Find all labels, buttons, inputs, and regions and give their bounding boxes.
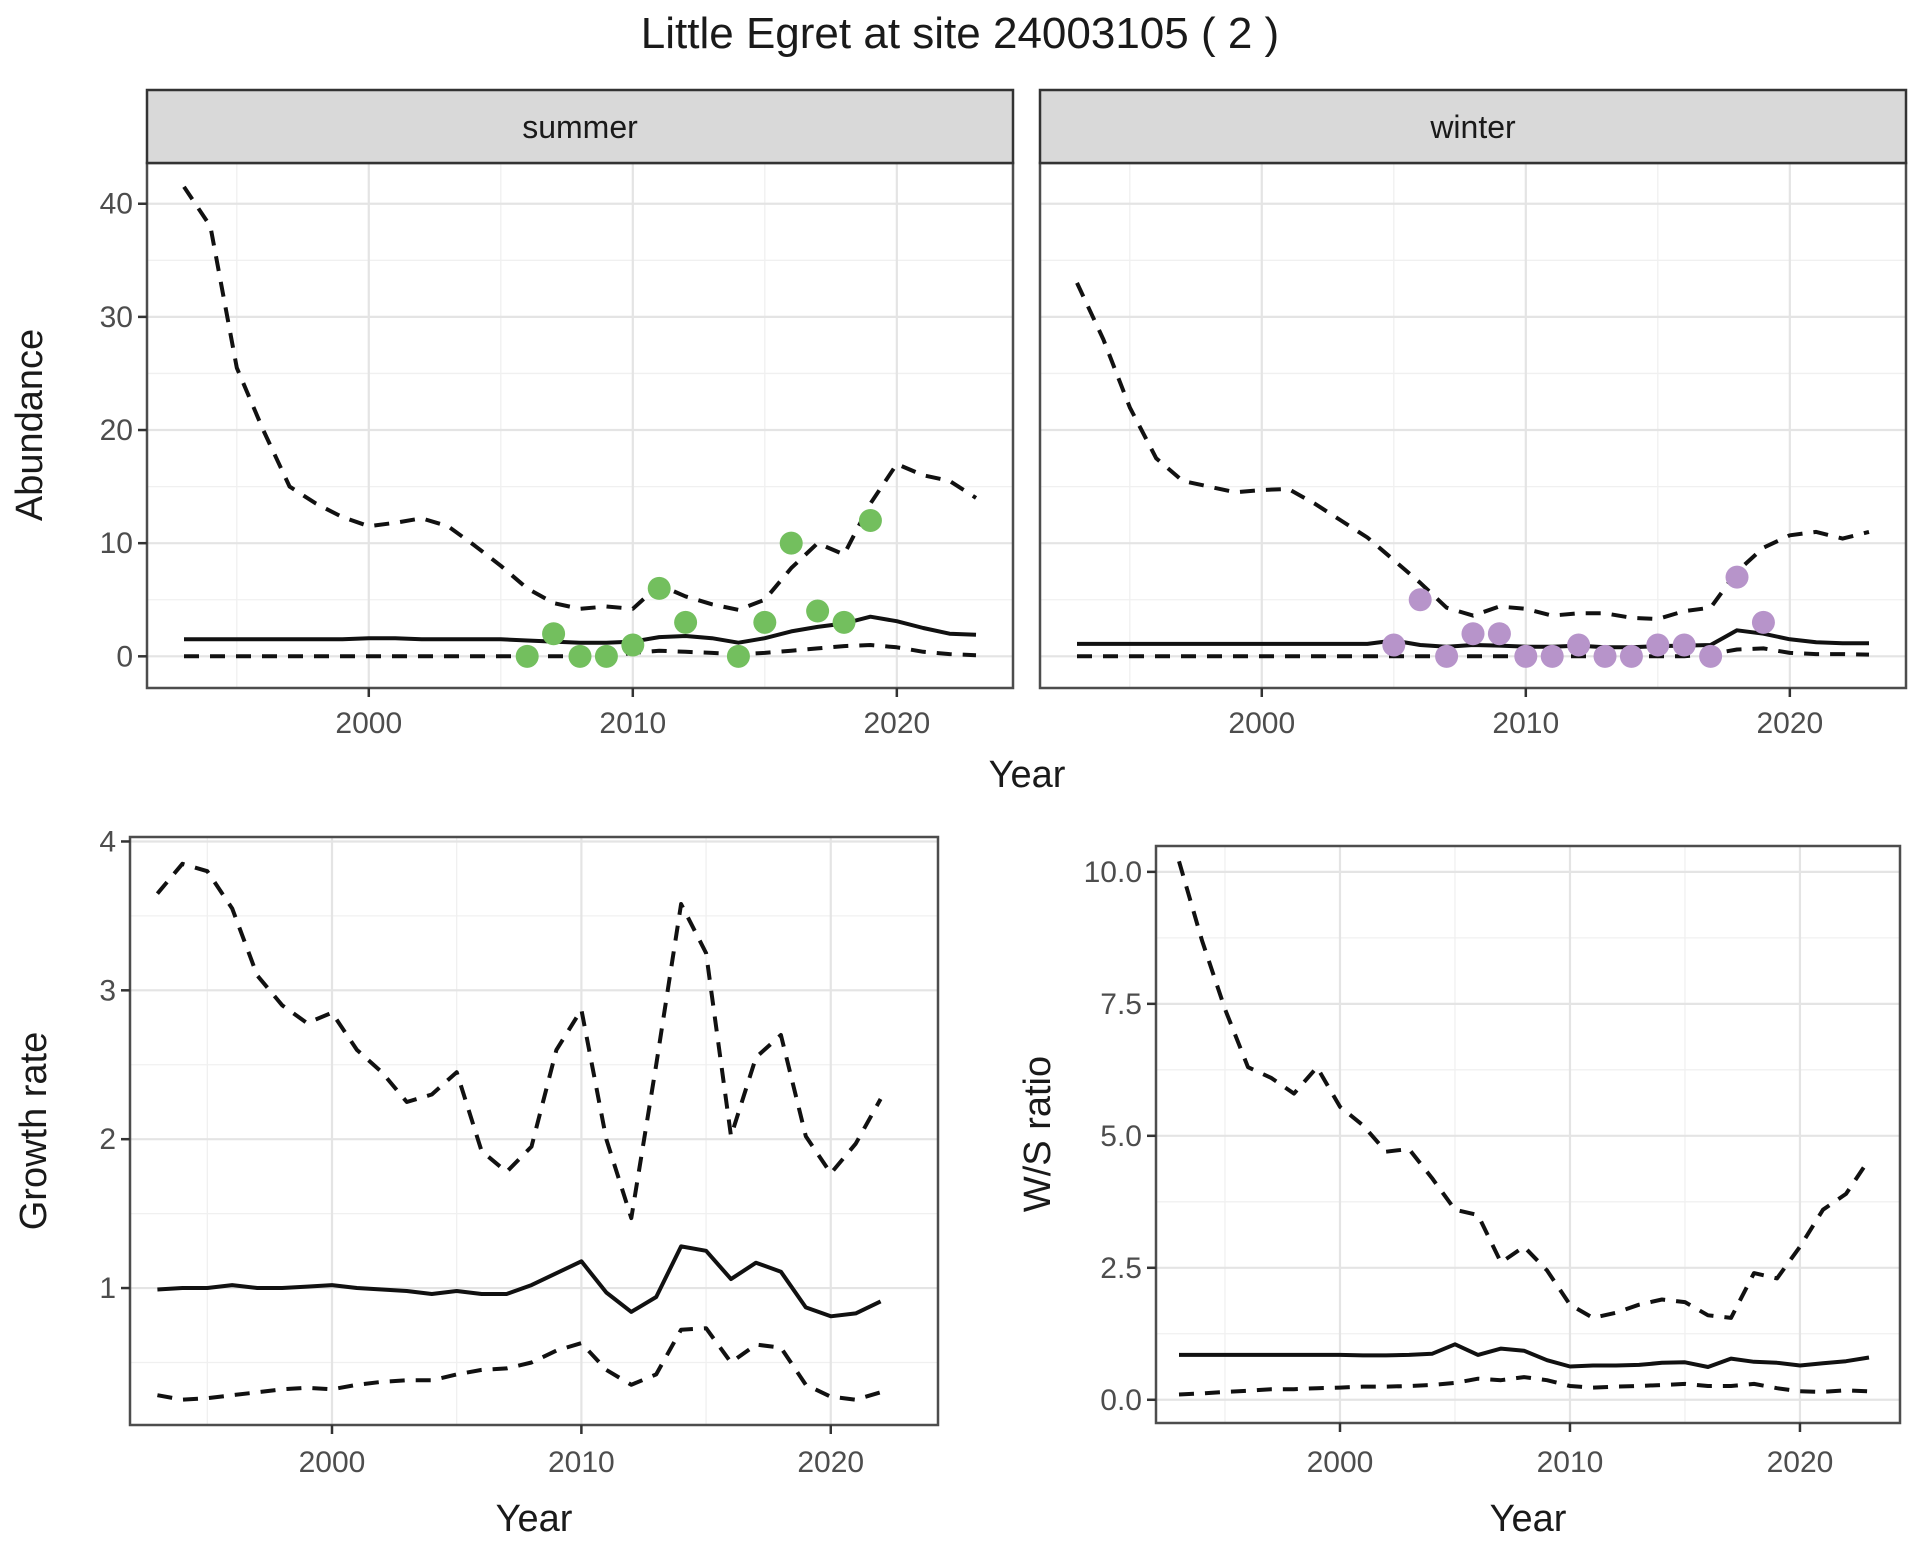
y-tick-label: 3 bbox=[99, 974, 116, 1007]
y-tick-label: 10.0 bbox=[1084, 856, 1142, 889]
abundance-summer-observed-point bbox=[779, 531, 803, 555]
x-axis-title-year-top: Year bbox=[989, 754, 1066, 796]
abundance-winter-observed-point bbox=[1461, 622, 1485, 646]
panel-background bbox=[130, 837, 938, 1425]
facet-strip-label-summer: summer bbox=[522, 109, 638, 145]
abundance-summer-observed-point bbox=[542, 622, 566, 646]
abundance-winter-observed-point bbox=[1567, 633, 1591, 657]
x-tick-label: 2000 bbox=[299, 1446, 366, 1479]
abundance-summer-observed-point bbox=[621, 633, 645, 657]
abundance-summer-observed-point bbox=[753, 610, 777, 634]
x-axis-title-year-bottom-left: Year bbox=[496, 1498, 573, 1540]
abundance-winter-upper-ci-line bbox=[1075, 282, 1870, 621]
y-tick-label: 5.0 bbox=[1100, 1120, 1142, 1153]
x-tick-label: 2020 bbox=[1756, 707, 1823, 740]
x-axis-title-year-bottom-right: Year bbox=[1490, 1498, 1567, 1540]
abundance-winter-observed-point bbox=[1751, 610, 1775, 634]
abundance-summer-observed-point bbox=[858, 509, 882, 533]
y-tick-label: 4 bbox=[99, 825, 116, 858]
chart-title: Little Egret at site 24003105 ( 2 ) bbox=[641, 9, 1279, 58]
growth-rate-lower-ci-line bbox=[157, 1326, 882, 1402]
facet-strip bbox=[1038, 88, 1908, 165]
panel-ws-ratio: 2000 2010 2020 0.0 2.5 5.0 7.5 10.0 bbox=[1084, 844, 1902, 1479]
x-tick-label: 2000 bbox=[335, 707, 402, 740]
y-tick-label: 10 bbox=[100, 527, 133, 560]
panel-background bbox=[1040, 163, 1906, 688]
y-tick-label: 7.5 bbox=[1100, 988, 1142, 1021]
y-tick-label: 2.5 bbox=[1100, 1252, 1142, 1285]
abundance-summer-observed-point bbox=[726, 644, 750, 668]
x-tick-label: 2000 bbox=[1307, 1446, 1374, 1479]
abundance-winter-observed-point bbox=[1408, 588, 1432, 612]
abundance-summer-observed-point bbox=[515, 644, 539, 668]
panel-abundance-winter: 2000 2010 2020 bbox=[1038, 88, 1908, 740]
x-tick-label: 2010 bbox=[1492, 707, 1559, 740]
y-tick-label: 20 bbox=[100, 414, 133, 447]
y-tick-label: 40 bbox=[100, 188, 133, 221]
abundance-winter-observed-point bbox=[1487, 622, 1511, 646]
x-tick-label: 2000 bbox=[1228, 707, 1295, 740]
x-tick-label: 2020 bbox=[863, 707, 930, 740]
y-axis-title-abundance: Abundance bbox=[9, 329, 51, 521]
panel-border bbox=[1154, 844, 1902, 1425]
ws-ratio-median-line bbox=[1179, 1342, 1870, 1369]
abundance-summer-observed-point bbox=[832, 610, 856, 634]
panel-background bbox=[147, 163, 1013, 688]
abundance-winter-observed-point bbox=[1435, 644, 1459, 668]
y-tick-label: 2 bbox=[99, 1123, 116, 1156]
y-axis-title-growth-rate: Growth rate bbox=[13, 1032, 55, 1231]
growth-rate-upper-ci-line bbox=[155, 861, 883, 1221]
abundance-summer-observed-point bbox=[806, 599, 830, 623]
x-tick-label: 2020 bbox=[797, 1446, 864, 1479]
abundance-winter-observed-point bbox=[1382, 633, 1406, 657]
y-tick-label: 0.0 bbox=[1100, 1384, 1142, 1417]
abundance-winter-observed-point bbox=[1540, 644, 1564, 668]
abundance-summer-observed-point bbox=[594, 644, 618, 668]
facet-strip-label-winter: winter bbox=[1429, 109, 1516, 145]
abundance-summer-observed-point bbox=[674, 610, 698, 634]
x-tick-label: 2020 bbox=[1767, 1446, 1834, 1479]
abundance-winter-observed-point bbox=[1646, 633, 1670, 657]
x-tick-label: 2010 bbox=[1537, 1446, 1604, 1479]
x-tick-label: 2010 bbox=[548, 1446, 615, 1479]
abundance-winter-observed-point bbox=[1725, 565, 1749, 589]
facet-strip bbox=[145, 88, 1015, 165]
abundance-summer-observed-point bbox=[568, 644, 592, 668]
y-tick-label: 30 bbox=[100, 301, 133, 334]
abundance-winter-observed-point bbox=[1699, 644, 1723, 668]
abundance-winter-observed-point bbox=[1619, 644, 1643, 668]
growth-rate-median-line bbox=[157, 1244, 882, 1319]
panel-border bbox=[128, 835, 940, 1427]
ws-ratio-lower-ci-line bbox=[1178, 1375, 1870, 1397]
abundance-winter-observed-point bbox=[1514, 644, 1538, 668]
abundance-winter-lower-ci-line bbox=[1077, 646, 1870, 659]
y-tick-label: 0 bbox=[116, 640, 133, 673]
panel-background bbox=[1156, 846, 1900, 1423]
panel-abundance-summer: 2000 2010 2020 0 10 20 30 40 bbox=[100, 88, 1015, 740]
y-axis-title-ws-ratio: W/S ratio bbox=[1017, 1056, 1059, 1212]
panel-growth-rate: 2000 2010 2020 1 2 3 4 bbox=[99, 825, 940, 1479]
abundance-winter-observed-point bbox=[1672, 633, 1696, 657]
x-tick-label: 2010 bbox=[599, 707, 666, 740]
abundance-summer-observed-point bbox=[647, 576, 671, 600]
ws-ratio-upper-ci-line bbox=[1177, 860, 1871, 1320]
y-tick-label: 1 bbox=[99, 1272, 116, 1305]
abundance-summer-upper-ci-line bbox=[182, 185, 978, 612]
abundance-winter-observed-point bbox=[1593, 644, 1617, 668]
